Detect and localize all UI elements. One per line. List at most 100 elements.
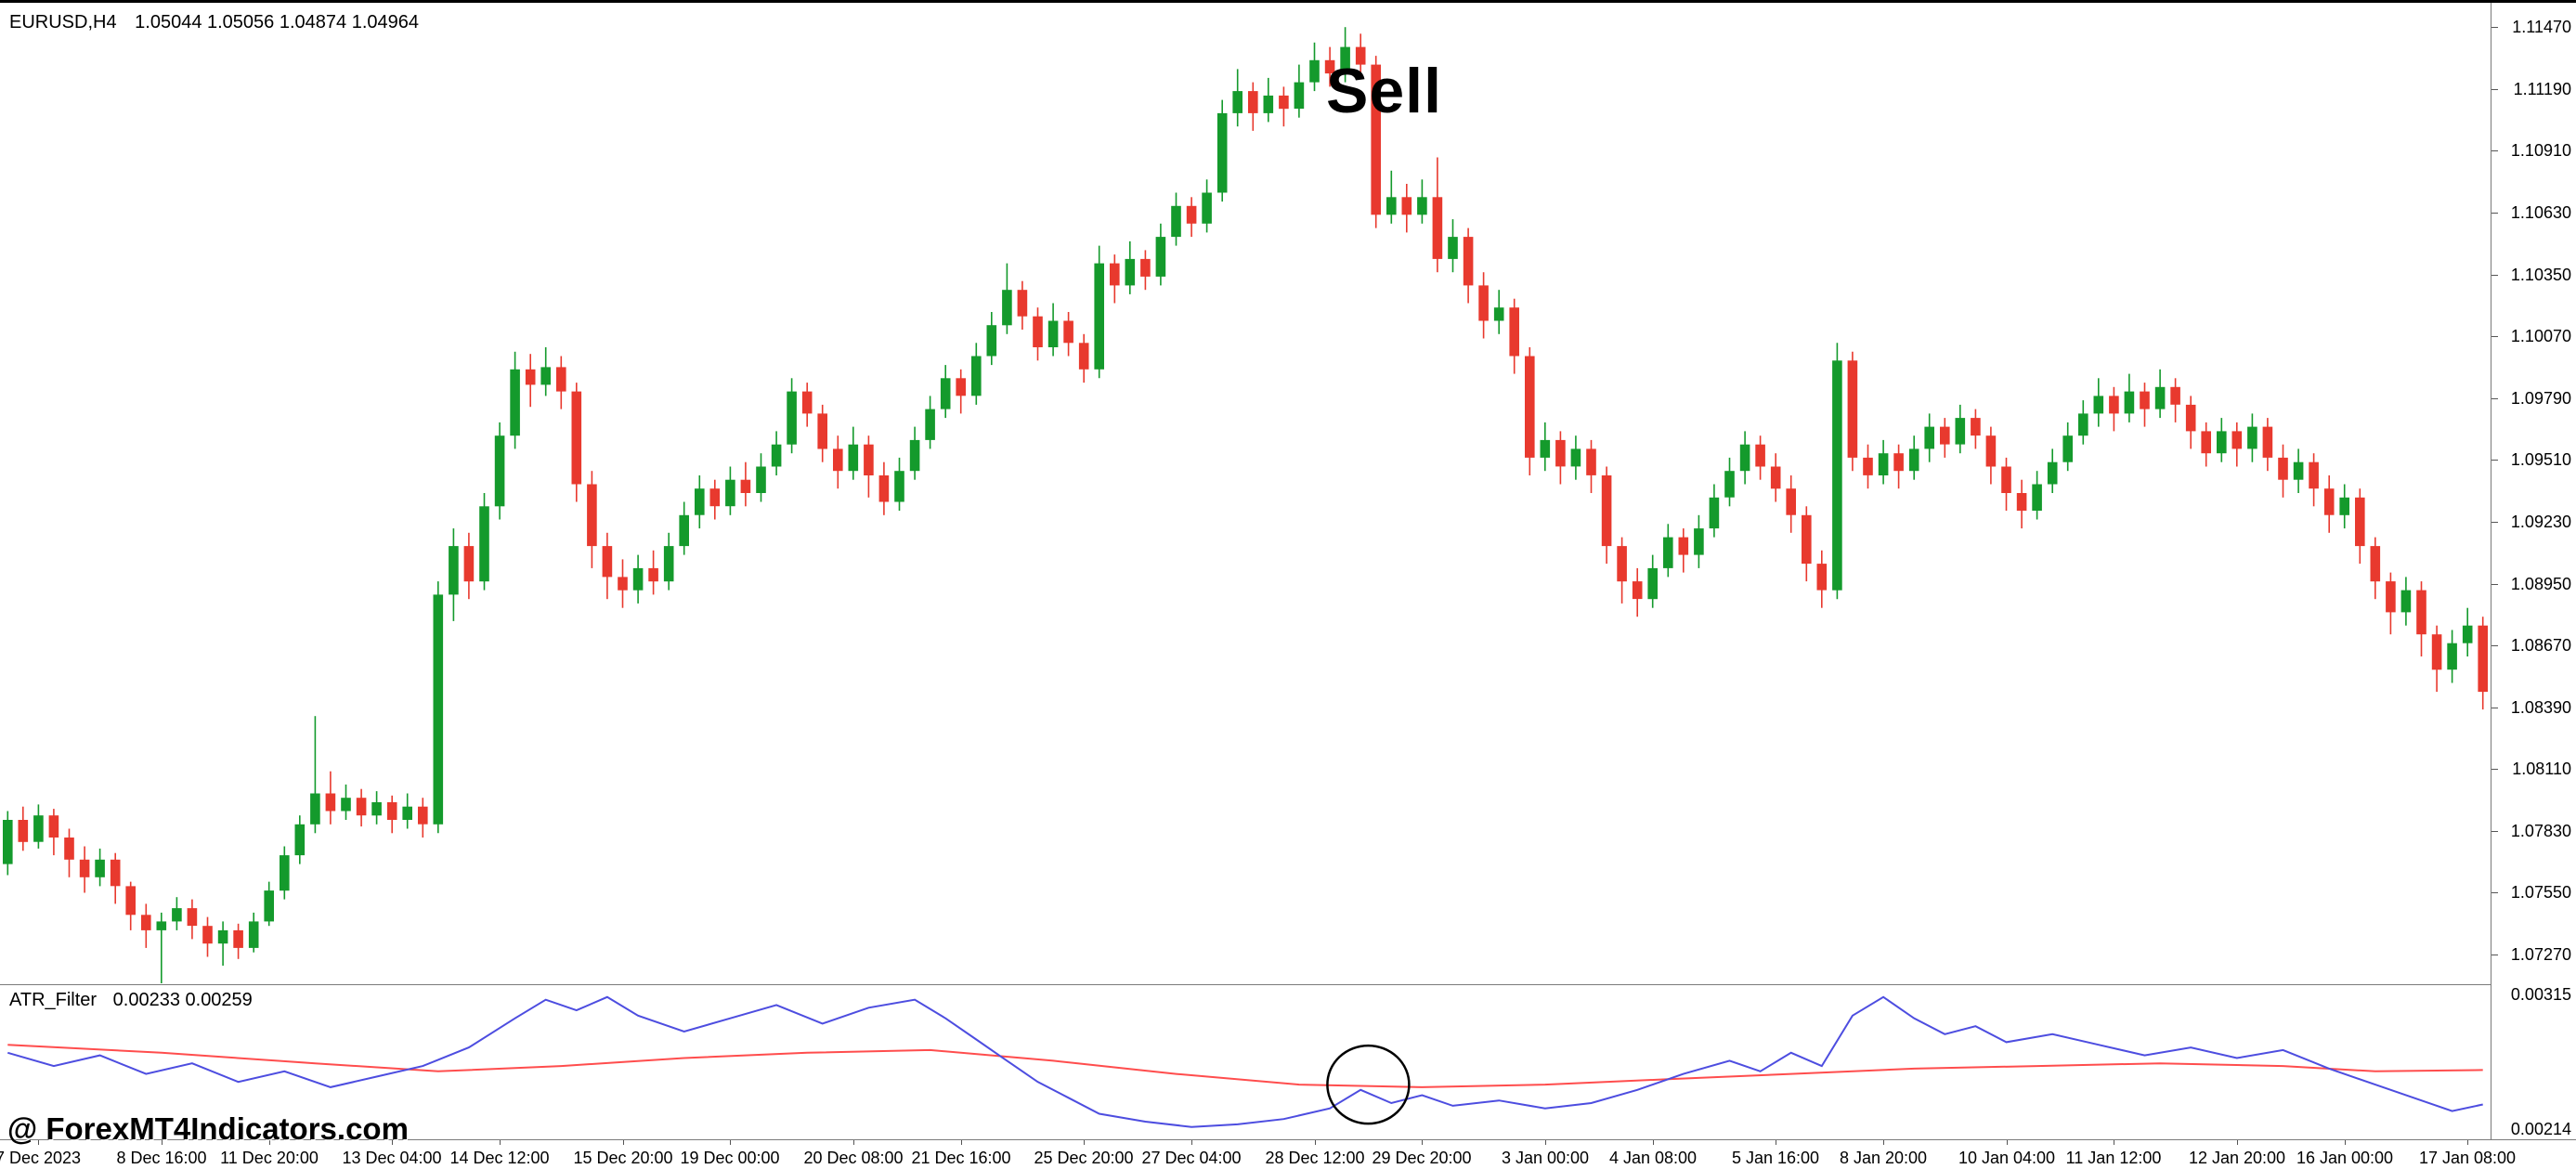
axis-tick [2491,892,2498,893]
candle-body [817,413,827,449]
candle-body [233,929,243,948]
sell-annotation[interactable]: Sell [1326,56,1442,126]
time-axis-tick [2345,1140,2346,1145]
candle-body [463,546,475,582]
candle-body [1232,91,1242,113]
candle-body [1601,475,1612,547]
indicator-panel[interactable]: ATR_Filter 0.00233 0.00259 [0,984,2491,1139]
candle-body [1263,95,1274,113]
candle-body [740,479,751,493]
candle-body [1847,360,1858,458]
candle-body [2339,497,2349,515]
candle-body [371,802,382,816]
candle-body [248,921,259,948]
time-axis-tick [269,1140,270,1145]
candle-body [2032,484,2042,511]
candle-body [1863,457,1873,475]
candle-body [756,466,766,493]
chart-header: EURUSD,H4 1.05044 1.05056 1.04874 1.0496… [9,12,419,33]
candle-body [632,567,644,591]
price-chart-panel[interactable]: EURUSD,H4 1.05044 1.05056 1.04874 1.0496… [0,3,2491,983]
candle-body [2386,581,2396,613]
candle-body [2247,426,2257,449]
candle-body [2062,435,2073,462]
atr-filter-chart[interactable] [0,985,2491,1140]
candle-body [187,908,198,927]
candle-body [2323,488,2335,515]
candle-body [48,815,59,838]
candle-body [1401,197,1412,215]
candle-body [1786,488,1796,515]
candle-body [2462,625,2473,643]
time-axis[interactable]: 7 Dec 2023 8 Dec 16:00 11 Dec 20:00 13 Dec … [0,1139,2576,1169]
candle-body [587,484,597,547]
price-axis-label: 1.08110 [2512,760,2571,779]
candle-body [386,802,397,820]
time-axis-tick [1084,1140,1085,1145]
candle-body [2431,634,2442,670]
candlestick-chart[interactable] [0,3,2491,983]
time-axis-tick [2237,1140,2238,1145]
candle-body [2447,643,2457,670]
candle-body [602,546,613,578]
time-axis-label: 15 Dec 20:00 [573,1149,673,1167]
candle-body [1171,205,1181,238]
price-axis[interactable]: 1.11470 1.11190 1.10910 1.10630 1.10350 1.100… [2491,3,2576,1139]
candle-body [679,514,689,547]
candle-body [1617,546,1627,582]
time-axis-tick [38,1140,39,1145]
atr-line [7,995,2483,1128]
candle-body [64,838,74,860]
time-axis-label: 17 Jan 08:00 [2418,1149,2517,1167]
indicator-name-label: ATR_Filter [9,990,98,1010]
candle-body [1324,59,1335,74]
time-axis-tick [1653,1140,1654,1145]
candle-body [1755,444,1765,467]
axis-tick [2491,213,2498,214]
candle-body [1724,471,1735,498]
time-axis-tick [1545,1140,1546,1145]
candle-body [2016,493,2027,511]
candle-body [125,886,136,916]
price-axis-label: 1.10350 [2510,265,2571,284]
candle-body [2309,461,2319,489]
candle-body [971,356,982,396]
time-axis-label: 7 Dec 2023 [0,1149,82,1167]
candle-body [894,471,904,502]
candle-body [156,921,167,930]
time-axis-label: 11 Dec 20:00 [220,1149,319,1167]
axis-tick [2491,584,2498,585]
time-axis-tick [961,1140,962,1145]
candle-body [1417,197,1427,215]
candle-body [771,444,782,467]
price-axis-label: 1.11190 [2513,79,2571,98]
candle-body [1125,258,1136,286]
axis-tick [2491,645,2498,646]
price-axis-label: 1.10910 [2510,141,2571,161]
candle-body [2416,590,2426,635]
candle-body [709,488,721,507]
watermark: @ ForexMT4Indicators.com [7,1111,409,1146]
candle-body [141,915,151,930]
axis-tick [2491,27,2498,28]
candle-body [294,824,306,856]
candle-body [618,577,628,591]
time-axis-tick [1883,1140,1884,1145]
time-axis-tick [500,1140,501,1145]
price-axis-label: 1.11470 [2512,18,2571,37]
candle-body [1971,418,1981,436]
candle-body [1340,46,1350,74]
time-axis-tick [623,1140,624,1145]
time-axis-label: 19 Dec 00:00 [680,1149,780,1167]
candle-body [2231,431,2243,449]
time-axis-label: 8 Jan 20:00 [1839,1149,1928,1167]
candle-body [833,448,843,472]
indicator-values: 0.00233 0.00259 [112,990,253,1010]
candle-body [1063,320,1073,344]
candle-body [1816,564,1828,591]
candle-body [1555,439,1566,467]
time-axis-label: 28 Dec 12:00 [1265,1149,1365,1167]
atr-signal-line [7,1044,2483,1088]
candle-body [1709,497,1720,529]
axis-tick [2491,336,2498,337]
